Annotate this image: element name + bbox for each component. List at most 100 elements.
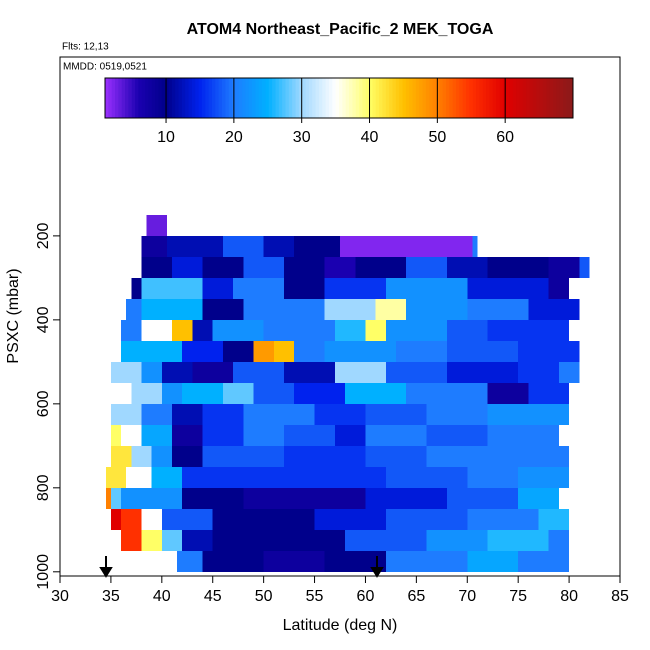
x-tick-label: 85 [611, 588, 629, 605]
curtain-cell [324, 277, 386, 299]
y-tick-label: 600 [35, 390, 52, 417]
colorbar-swatch [195, 78, 200, 118]
curtain-cell [243, 424, 284, 446]
colorbar-swatch [385, 78, 390, 118]
curtain-cell [172, 256, 203, 278]
curtain-cell [385, 508, 468, 530]
curtain-cell [284, 445, 366, 467]
colorbar-swatch [562, 78, 567, 118]
colorbar-swatch [235, 78, 240, 118]
colorbar-swatch [395, 78, 400, 118]
colorbar-swatch [285, 78, 290, 118]
colorbar-swatch [208, 78, 213, 118]
x-tick-label: 60 [357, 588, 375, 605]
colorbar-swatch [549, 78, 554, 118]
colorbar-swatch [302, 78, 307, 118]
curtain-cell [487, 256, 549, 278]
curtain-cell [141, 256, 172, 278]
colorbar-swatch [305, 78, 310, 118]
colorbar-swatch [228, 78, 233, 118]
colorbar-swatch [332, 78, 337, 118]
curtain-cell [131, 445, 152, 467]
colorbar-swatch [389, 78, 393, 118]
curtain-cell [467, 277, 549, 299]
colorbar-swatch [165, 78, 170, 118]
colorbar-swatch [111, 78, 116, 118]
plot-area [105, 214, 590, 572]
curtain-cell [324, 550, 386, 572]
colorbar-swatch [355, 78, 360, 118]
curtain-cell [324, 256, 356, 278]
curtain-cell [141, 277, 203, 299]
curtain-cell [126, 466, 152, 488]
colorbar-swatch [108, 78, 113, 118]
colorbar-swatch [539, 78, 544, 118]
curtain-cell [334, 424, 366, 446]
curtain-cell [202, 424, 244, 446]
colorbar-swatch [292, 78, 297, 118]
colorbar-swatch [278, 78, 283, 118]
x-tick-label: 35 [102, 588, 120, 605]
curtain-cell [324, 340, 396, 362]
colorbar-swatch [422, 78, 427, 118]
curtain-cell [406, 256, 447, 278]
colorbar-swatch [482, 78, 487, 118]
colorbar-swatch [255, 78, 260, 118]
curtain-cell [385, 277, 468, 299]
colorbar-swatch [342, 78, 347, 118]
curtain-cell [467, 550, 519, 572]
curtain-cell [446, 319, 488, 341]
curtain-cell [365, 487, 447, 509]
curtain-cell [131, 382, 162, 404]
colorbar-swatch [275, 78, 280, 118]
curtain-cell [345, 382, 407, 404]
curtain-cell [446, 340, 519, 362]
curtain-cell [365, 319, 386, 341]
colorbar-tick-label: 50 [428, 129, 446, 146]
colorbar-swatch [492, 78, 497, 118]
colorbar-swatch [161, 78, 166, 118]
colorbar-swatch [312, 78, 317, 118]
colorbar-swatch [379, 78, 383, 118]
curtain-cell [192, 361, 234, 383]
plot-frame [59, 56, 621, 577]
curtain-cell [518, 487, 559, 509]
curtain-cell [284, 361, 335, 383]
colorbar-swatch [128, 78, 133, 118]
colorbar-swatch [402, 78, 407, 118]
colorbar-swatch [459, 78, 464, 118]
colorbar-swatch [125, 78, 129, 118]
colorbar-swatch [476, 78, 480, 118]
curtain-cell [212, 319, 264, 341]
colorbar-swatch [265, 78, 270, 118]
curtain-cell [426, 445, 570, 467]
colorbar-swatch [222, 78, 226, 118]
colorbar-swatch [512, 78, 517, 118]
curtain-cell [166, 235, 223, 257]
curtain-cell [385, 361, 447, 383]
colorbar-swatch [198, 78, 203, 118]
curtain-cell [284, 277, 325, 299]
curtain-cell [126, 298, 142, 320]
colorbar-swatch [335, 78, 340, 118]
curtain-cell [314, 466, 386, 488]
colorbar-swatch [536, 78, 541, 118]
curtain-cell [487, 529, 549, 551]
x-tick-label: 65 [407, 588, 425, 605]
colorbar-swatch [105, 78, 109, 118]
colorbar-swatch [131, 78, 136, 118]
colorbar-swatch [148, 78, 153, 118]
arrow [99, 556, 384, 578]
colorbar-swatch [339, 78, 343, 118]
curtain-cell [161, 382, 183, 404]
colorbar-swatch [191, 78, 196, 118]
colorbar-swatch [432, 78, 437, 118]
colorbar-swatch [566, 78, 571, 118]
curtain-cell [487, 319, 570, 341]
curtain-cell [518, 466, 570, 488]
colorbar-swatch [138, 78, 143, 118]
curtain-cell [314, 403, 366, 425]
colorbar-swatch [435, 78, 440, 118]
curtain-cell [263, 319, 335, 341]
colorbar-swatch [496, 78, 500, 118]
